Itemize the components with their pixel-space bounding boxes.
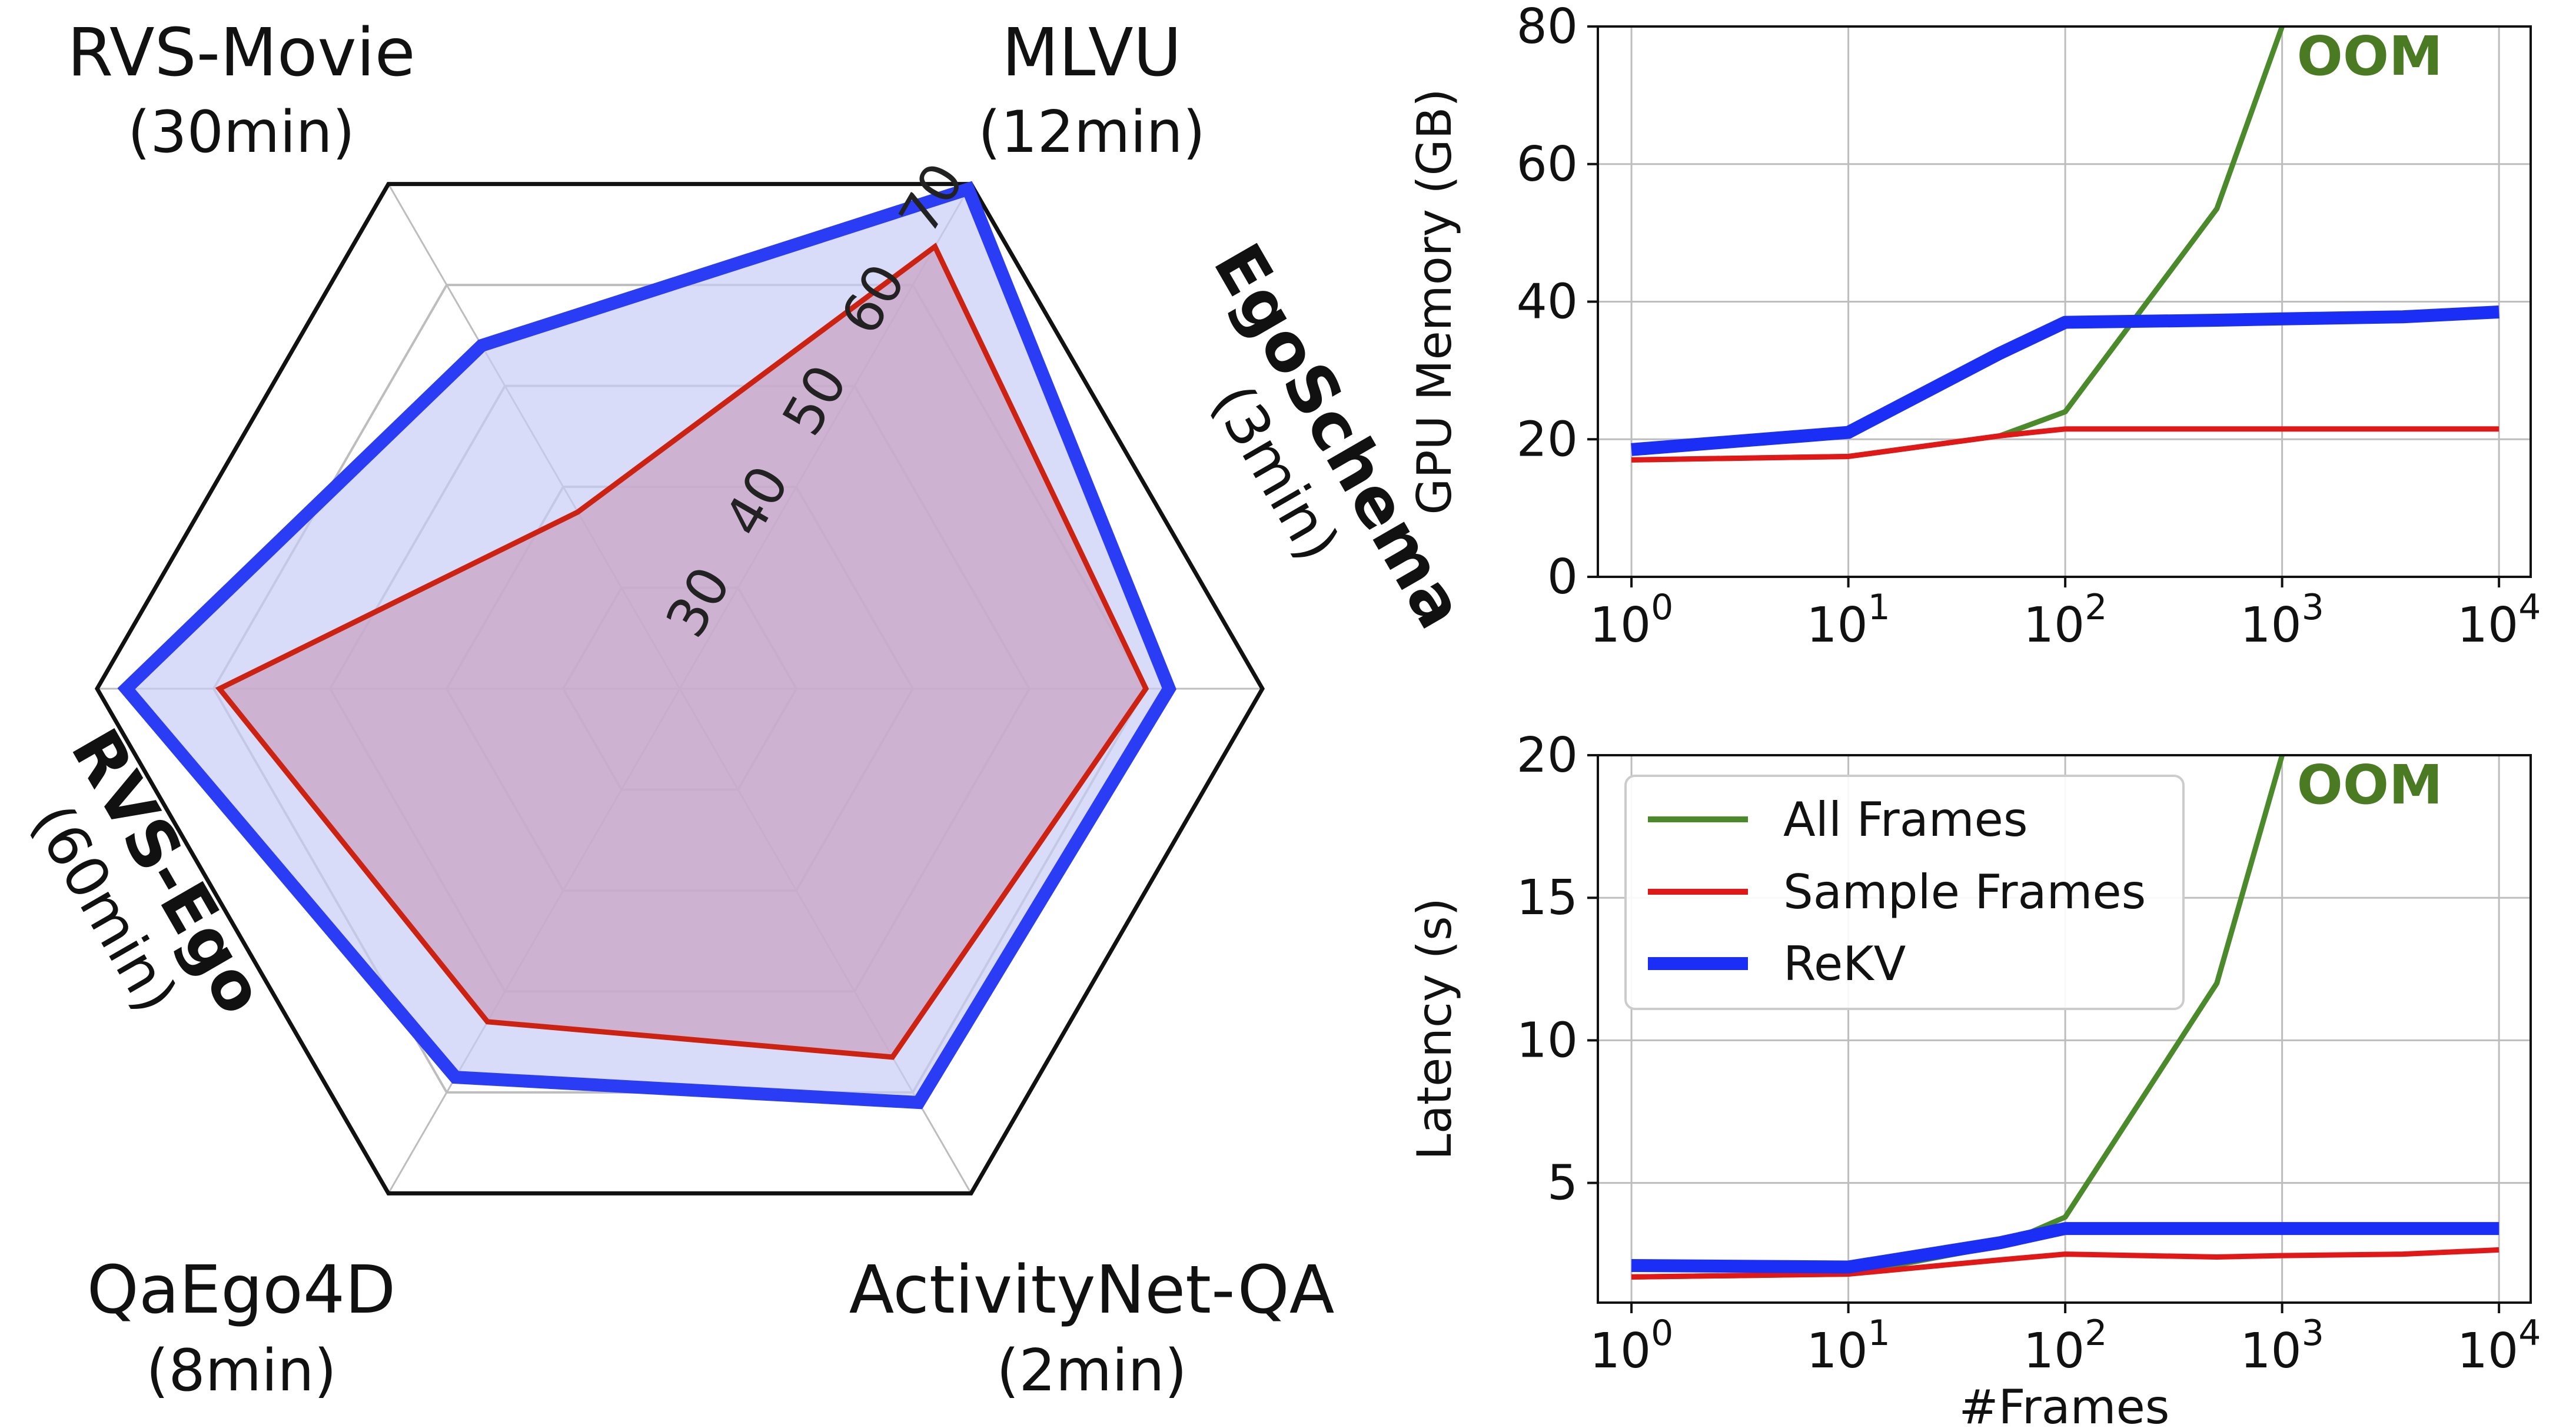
radar-outline	[215, 243, 1149, 1060]
gpu-memory-chart: 100 101 102 103 104 0 20 40 60 80 GPU Memory (GB)…	[1407, 0, 2541, 653]
series-line-all-frames	[1631, 26, 2285, 463]
axis-name-mlvu: MLVU	[1002, 15, 1181, 91]
radar-outline	[117, 181, 1176, 1110]
axis-duration-qaego4d: (8min)	[146, 1337, 337, 1404]
legend-label-all-frames: All Frames	[1783, 792, 2028, 847]
series-line-rekv	[1631, 305, 2499, 456]
series-line-sample-frames	[1631, 426, 2499, 463]
y-tick-label: 60	[1517, 137, 1578, 192]
series-line-rekv	[1631, 1222, 2499, 1274]
gpu-memory-grid	[1598, 25, 2531, 578]
latency-xlabel: #Frames	[1959, 1380, 2170, 1428]
axis-duration-activitynet-qa: (2min)	[996, 1337, 1187, 1404]
legend-label-sample-frames: Sample Frames	[1783, 865, 2146, 919]
radar-axis-label-mlvu: MLVU (12min)	[978, 15, 1205, 166]
x-tick-label: 101	[1806, 587, 1890, 653]
x-tick-label: 103	[2240, 1313, 2324, 1379]
radar-axis-label-rvs-movie: RVS-Movie (30min)	[67, 15, 415, 166]
x-tick-label: 101	[1806, 1313, 1890, 1379]
legend-label-rekv: ReKV	[1783, 936, 1906, 991]
axis-name-rvs-movie: RVS-Movie	[67, 15, 415, 91]
latency-ticks: 100 101 102 103 104 5 10 15 20	[1517, 728, 2541, 1379]
y-tick-label: 80	[1517, 0, 1578, 55]
latency-series	[1631, 755, 2499, 1280]
gpu-memory-series	[1631, 26, 2499, 463]
legend: All Frames Sample Frames ReKV	[1624, 775, 2185, 1010]
gpu-memory-ylabel: GPU Memory (GB)	[1407, 88, 1462, 514]
radar-axis-label-qaego4d: QaEgo4D (8min)	[87, 1252, 396, 1404]
axis-name-activitynet-qa: ActivityNet-QA	[849, 1252, 1335, 1329]
axis-name-qaego4d: QaEgo4D	[87, 1252, 396, 1329]
radar-area	[219, 246, 1146, 1057]
series-line-sample-frames	[1631, 1247, 2499, 1280]
radar-series	[117, 181, 1176, 1110]
x-tick-label: 102	[2023, 1313, 2108, 1379]
y-tick-label: 20	[1517, 728, 1578, 783]
x-tick-label: 100	[1590, 1313, 1674, 1379]
gpu-memory-oom-annotation: OOM	[2297, 25, 2443, 88]
radar-outer-frame	[94, 182, 1265, 1195]
y-tick-label: 10	[1517, 1012, 1578, 1068]
latency-chart: 100 101 102 103 104 5 10 15 20 Latency (s) #Fram…	[1407, 728, 2541, 1428]
x-tick-label: 102	[2023, 587, 2108, 653]
latency-oom-annotation: OOM	[2297, 753, 2443, 816]
gpu-memory-ticks: 100 101 102 103 104 0 20 40 60 80	[1517, 0, 2541, 653]
y-tick-label: 15	[1517, 870, 1578, 926]
legend-box	[1624, 775, 2185, 1010]
y-tick-label: 20	[1517, 411, 1578, 467]
x-tick-label: 100	[1590, 587, 1674, 653]
x-tick-label: 104	[2457, 587, 2541, 653]
y-tick-label: 40	[1517, 274, 1578, 330]
x-tick-label: 104	[2457, 1313, 2541, 1379]
axis-duration-rvs-movie: (30min)	[128, 99, 355, 166]
x-tick-label: 103	[2240, 587, 2324, 653]
axis-duration-mlvu: (12min)	[978, 99, 1205, 166]
latency-ylabel: Latency (s)	[1407, 898, 1462, 1160]
radar-axis-label-activitynet-qa: ActivityNet-QA (2min)	[849, 1252, 1335, 1404]
y-tick-label: 5	[1547, 1155, 1578, 1211]
y-tick-label: 0	[1547, 549, 1578, 605]
